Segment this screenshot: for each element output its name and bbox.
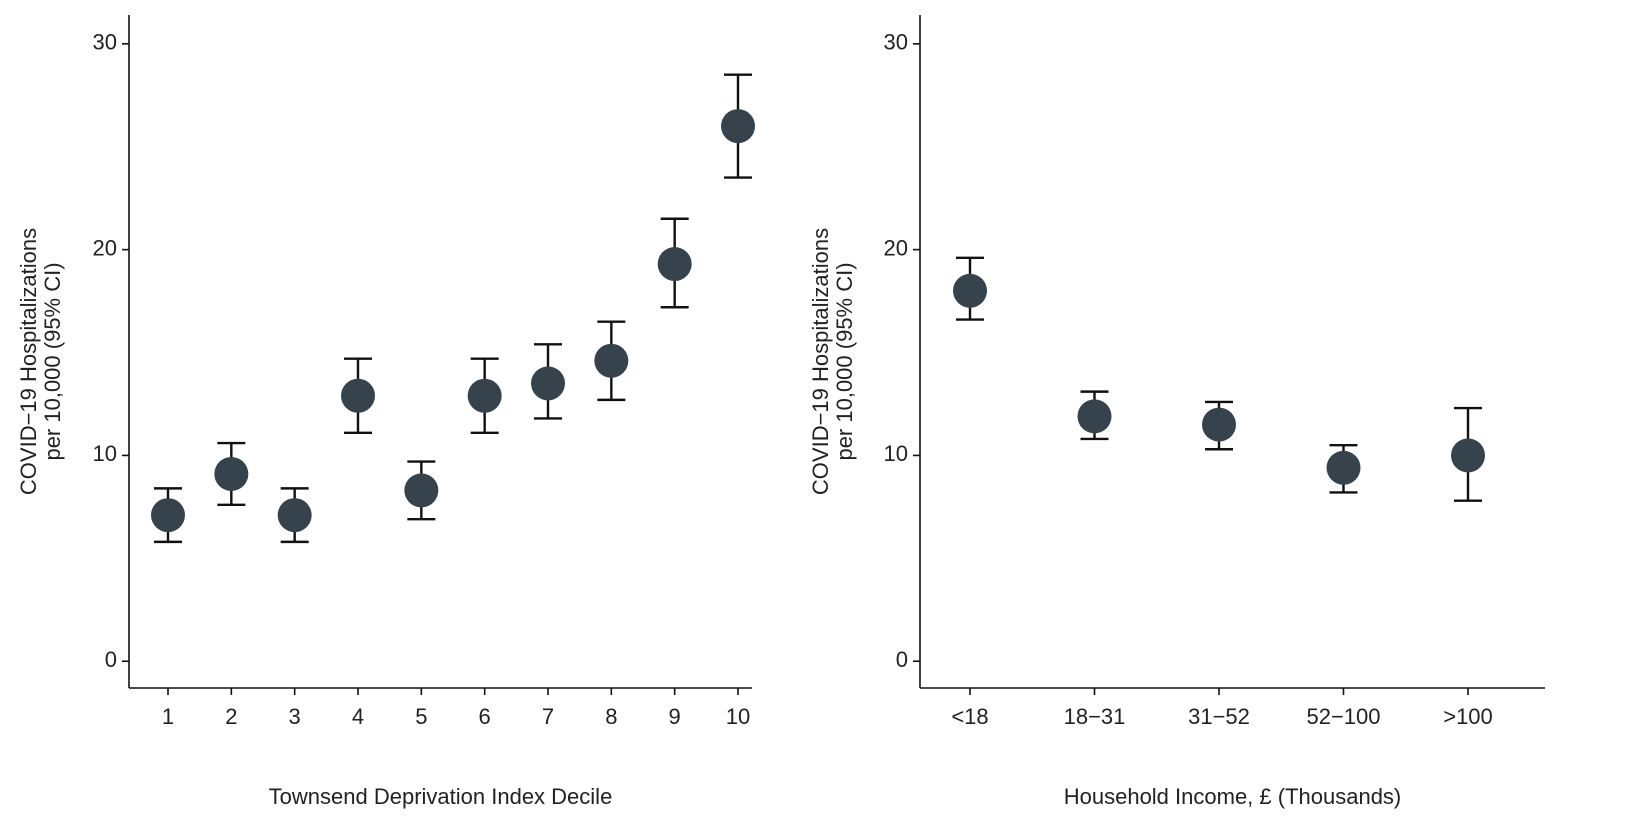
y-axis-title: COVID−19 Hospitalizationsper 10,000 (95%… bbox=[808, 228, 857, 495]
x-tick-label: 52−100 bbox=[1306, 704, 1380, 729]
point bbox=[1202, 407, 1236, 442]
x-tick-label: 8 bbox=[605, 704, 617, 729]
x-tick-label: 6 bbox=[479, 704, 491, 729]
point bbox=[341, 378, 375, 413]
point bbox=[214, 456, 249, 491]
point bbox=[1451, 438, 1485, 473]
x-tick-label: 2 bbox=[225, 704, 237, 729]
x-tick-label: 7 bbox=[542, 704, 554, 729]
y-tick-label: 20 bbox=[884, 235, 908, 260]
y-tick-label: 10 bbox=[884, 441, 908, 466]
point bbox=[151, 498, 185, 533]
x-tick-label: 31−52 bbox=[1188, 704, 1250, 729]
x-axis-title: Household Income, £ (Thousands) bbox=[1064, 784, 1402, 809]
x-tick-label: 9 bbox=[669, 704, 681, 729]
x-axis-title: Townsend Deprivation Index Decile bbox=[269, 784, 613, 809]
point bbox=[1077, 399, 1112, 434]
y-tick-label: 0 bbox=[105, 647, 117, 672]
y-tick-label: 30 bbox=[884, 30, 908, 55]
y-tick-label: 0 bbox=[896, 647, 908, 672]
y-axis-title-line: COVID−19 Hospitalizations bbox=[808, 228, 833, 495]
y-axis-title-line: per 10,000 (95% CI) bbox=[40, 262, 65, 460]
y-axis-title: COVID−19 Hospitalizationsper 10,000 (95%… bbox=[16, 228, 65, 495]
x-tick-label: 18−31 bbox=[1064, 704, 1126, 729]
point bbox=[277, 498, 312, 533]
x-tick-label: 10 bbox=[726, 704, 750, 729]
y-tick-label: 20 bbox=[93, 235, 117, 260]
x-tick-label: >100 bbox=[1443, 704, 1493, 729]
point bbox=[721, 109, 755, 144]
x-tick-label: 1 bbox=[162, 704, 174, 729]
point bbox=[657, 247, 692, 282]
y-axis-title-line: COVID−19 Hospitalizations bbox=[16, 228, 41, 495]
y-tick-label: 10 bbox=[93, 441, 117, 466]
point bbox=[467, 378, 502, 413]
point bbox=[594, 343, 629, 378]
y-tick-label: 30 bbox=[93, 30, 117, 55]
point bbox=[404, 473, 439, 508]
x-tick-label: 4 bbox=[352, 704, 364, 729]
y-axis-title-line: per 10,000 (95% CI) bbox=[832, 262, 857, 460]
x-tick-label: 5 bbox=[415, 704, 427, 729]
x-tick-label: <18 bbox=[951, 704, 988, 729]
point bbox=[531, 366, 565, 401]
x-tick-label: 3 bbox=[289, 704, 301, 729]
point bbox=[953, 273, 987, 308]
point bbox=[1326, 450, 1361, 485]
